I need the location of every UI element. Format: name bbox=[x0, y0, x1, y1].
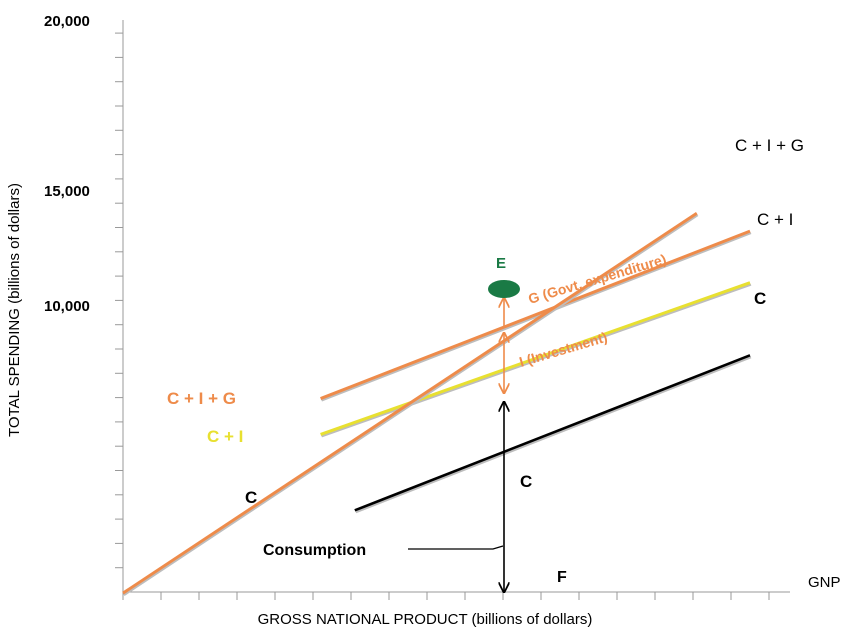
series-line-c bbox=[354, 354, 751, 512]
label-ci-start: C + I bbox=[207, 427, 243, 446]
consumption-label: Consumption bbox=[263, 542, 366, 559]
y-axis-label: TOTAL SPENDING (billions of dollars) bbox=[6, 183, 23, 437]
series-line-c-plus-i bbox=[320, 281, 751, 436]
series-line-45-degree-shadow bbox=[123, 214, 699, 596]
series-line-c-plus-i-shadow bbox=[321, 283, 752, 438]
series-line-45-degree bbox=[122, 211, 698, 595]
label-ci-end: C + I bbox=[757, 210, 793, 229]
equilibrium-label: E bbox=[496, 255, 506, 272]
series-line-c-plus-i-plus-g bbox=[320, 229, 751, 400]
series-line-c-shadow bbox=[355, 356, 752, 514]
y-tick-label-15000: 15,000 bbox=[44, 183, 90, 200]
y-tick-label-10000: 10,000 bbox=[44, 298, 90, 315]
arrows bbox=[408, 298, 504, 592]
axes bbox=[115, 20, 790, 600]
y-tick-label-20000: 20,000 bbox=[44, 13, 90, 30]
series-lines bbox=[122, 211, 752, 596]
label-cig-start: C + I + G bbox=[167, 389, 236, 408]
consumption-leader-line bbox=[408, 545, 504, 550]
point-f-label: F bbox=[557, 569, 567, 586]
equilibrium-point-e bbox=[488, 280, 520, 298]
series-line-c-plus-i-plus-g-shadow bbox=[321, 232, 752, 402]
investment-label: I (Investment) bbox=[517, 329, 609, 370]
x-axis-label: GROSS NATIONAL PRODUCT (billions of doll… bbox=[258, 611, 593, 628]
consumption-arrow-label: C bbox=[520, 472, 532, 491]
x-axis-end-label: GNP bbox=[808, 574, 841, 591]
label-cig-end: C + I + G bbox=[735, 136, 804, 155]
label-c-end: C bbox=[754, 289, 766, 308]
label-c-start: C bbox=[245, 488, 257, 507]
govt-expenditure-label: G (Govt. expenditure) bbox=[526, 251, 668, 307]
